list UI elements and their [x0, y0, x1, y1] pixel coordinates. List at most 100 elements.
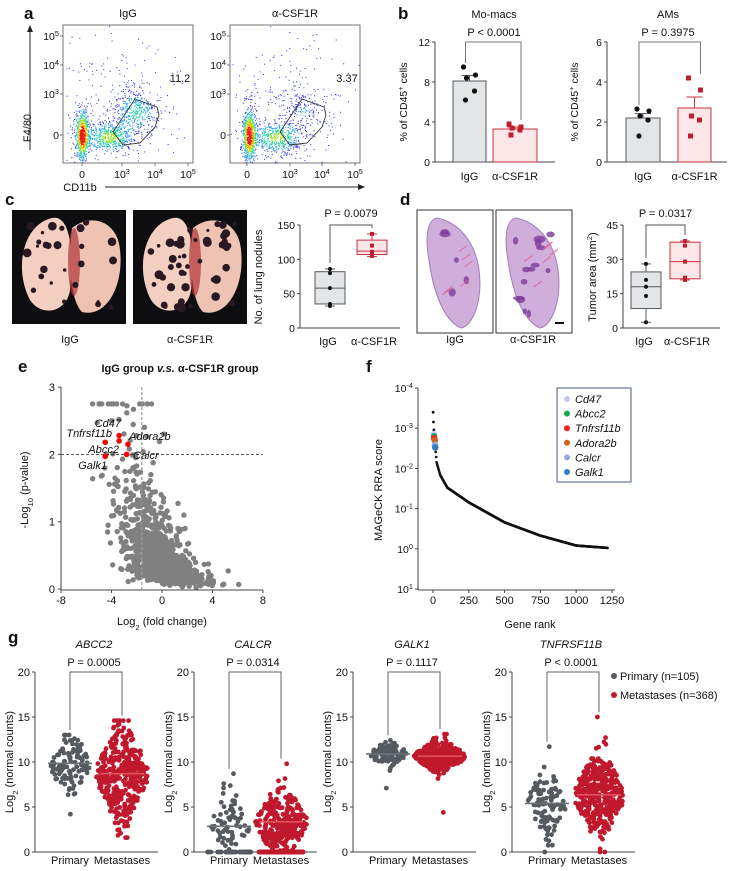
flow-event [134, 113, 136, 115]
flow-event [293, 146, 295, 148]
flow-event [297, 140, 299, 142]
flow-event [247, 132, 249, 134]
flow-event [83, 142, 85, 144]
flow-event [76, 152, 78, 154]
flow-event [85, 112, 86, 114]
flow-event [291, 145, 293, 147]
metastatic-nodule [176, 303, 187, 313]
y-tick-label: 2 [596, 117, 602, 129]
flow-event [131, 111, 132, 113]
flow-event [271, 133, 273, 134]
flow-event [99, 122, 101, 124]
flow-event [278, 145, 280, 147]
flow-event [306, 120, 308, 122]
flow-event [127, 146, 129, 148]
x-tick-label: IgG [461, 171, 479, 183]
flow-event [304, 128, 306, 130]
flow-event [247, 118, 249, 120]
flow-event [108, 101, 110, 103]
panel-label-a: a [24, 4, 34, 23]
gene-point [146, 531, 152, 537]
flow-event [252, 139, 253, 141]
flow-event [92, 63, 93, 65]
flow-event [132, 114, 134, 116]
flow-event [285, 90, 287, 92]
flow-event [278, 117, 280, 119]
flow-event [245, 90, 247, 92]
flow-event [252, 133, 254, 135]
flow-event [255, 122, 257, 124]
flow-event [286, 147, 287, 149]
x-axis-label: Gene rank [504, 619, 556, 631]
flow-event [313, 107, 315, 109]
flow-event [110, 125, 112, 127]
flow-event [297, 146, 299, 148]
flow-event [272, 130, 274, 132]
flow-event [285, 126, 287, 128]
flow-event [298, 133, 300, 135]
flow-event [267, 133, 269, 135]
x-tick-label: IgG [634, 171, 652, 183]
flow-event [140, 87, 142, 89]
flow-event [119, 130, 121, 132]
flow-event [249, 155, 251, 157]
gate-polygon [279, 98, 327, 146]
y-tick-label: 0 [424, 157, 430, 169]
flow-event [300, 121, 302, 123]
gene-point [146, 516, 152, 522]
flow-event [80, 136, 82, 137]
flow-event [275, 139, 277, 141]
flow-event [251, 142, 253, 144]
vessel [461, 253, 471, 261]
flow-event [276, 96, 278, 98]
flow-event [86, 126, 88, 128]
y-axis-label: % of CD45+ cells [396, 62, 411, 141]
flow-event [110, 136, 112, 138]
flow-event [89, 139, 91, 141]
flow-event [300, 106, 302, 108]
flow-event [149, 118, 151, 120]
metastatic-nodule [96, 300, 100, 304]
flow-event [136, 117, 138, 119]
text-part: 10 [43, 31, 55, 43]
metastatic-nodule [35, 244, 40, 248]
flow-event [77, 127, 79, 129]
flow-event [126, 131, 127, 133]
flow-event [87, 141, 89, 143]
gene-point [134, 558, 140, 564]
flow-event [101, 128, 103, 130]
flow-event [136, 105, 138, 106]
gene-point [186, 551, 193, 557]
flow-event [263, 138, 265, 140]
vessel [464, 260, 474, 268]
flow-event [80, 115, 82, 117]
gene-point [121, 431, 127, 437]
text-part: Tumor area (mm [587, 240, 599, 322]
flow-event [265, 90, 267, 92]
flow-event [128, 95, 130, 97]
flow-event [164, 110, 166, 112]
flow-event [173, 205, 174, 206]
flow-event [311, 109, 313, 111]
flow-event [249, 96, 251, 98]
flow-event [248, 122, 250, 124]
flow-event [292, 123, 294, 124]
flow-event [278, 133, 280, 134]
flow-event [108, 123, 110, 125]
flow-event [249, 127, 251, 129]
flow-event [281, 55, 283, 56]
flow-event [261, 54, 263, 56]
gene-point [89, 401, 96, 407]
flow-event [76, 131, 78, 133]
flow-event [136, 108, 138, 110]
flow-event [274, 134, 276, 136]
flow-event [84, 156, 86, 158]
flow-event [244, 125, 245, 127]
flow-event [137, 120, 139, 122]
flow-event [263, 134, 265, 136]
flow-event [114, 136, 116, 138]
flow-event [87, 129, 89, 131]
flow-event [334, 189, 335, 190]
flow-event [94, 34, 96, 36]
flow-event [277, 143, 279, 144]
